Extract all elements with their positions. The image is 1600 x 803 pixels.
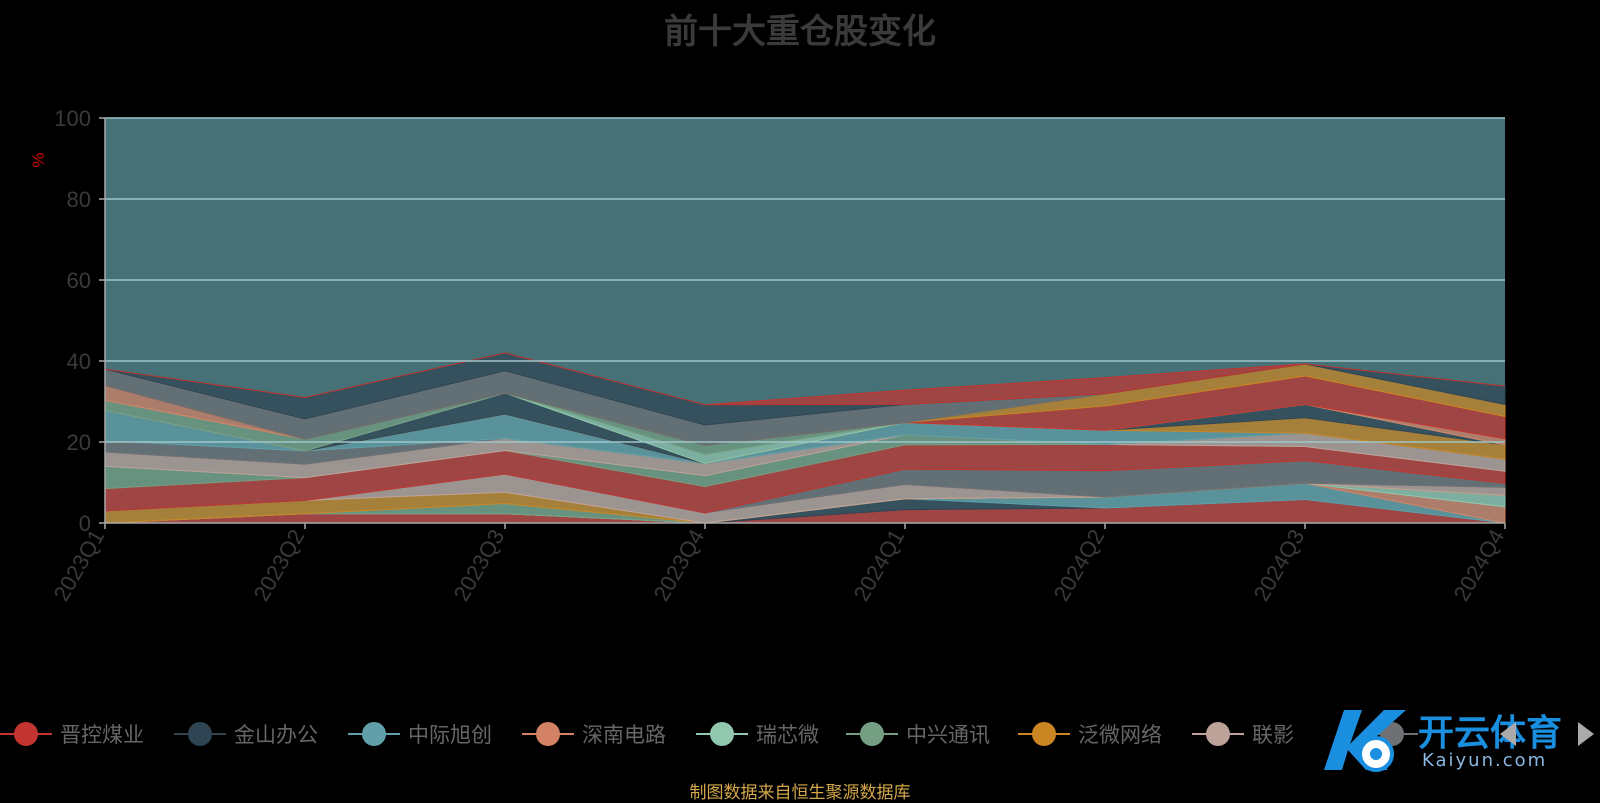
y-tick-label: 100 [54,106,91,131]
legend-label: 联影 [1252,723,1294,747]
x-tick-label: 2023Q4 [649,525,710,605]
legend-marker-icon [174,716,226,752]
y-tick-label: 20 [67,430,91,455]
y-tick-label: 40 [67,349,91,374]
kaiyun-logo-icon [1324,710,1406,772]
legend: 晋控煤业 金山办公 中际旭创 深南电路 瑞芯微 中兴通讯 泛微网络 联影 [0,716,1600,756]
legend-label: 晋控煤业 [60,723,144,747]
legend-label: 瑞芯微 [756,723,819,747]
legend-item[interactable]: 中际旭创 [348,716,492,752]
watermark: 开云体育 Kaiyun.com [1314,700,1600,780]
legend-item[interactable]: 中兴通讯 [846,716,990,752]
x-tick-label: 2023Q1 [49,525,110,605]
legend-label: 金山办公 [234,723,318,747]
area-series-26 [104,352,1506,406]
legend-label: 深南电路 [582,723,666,747]
y-axis-label: % [29,152,48,167]
legend-marker-icon [348,716,400,752]
legend-label: 中兴通讯 [906,723,990,747]
legend-item[interactable]: 深南电路 [522,716,666,752]
x-tick-label: 2024Q4 [1449,525,1510,605]
x-tick-label: 2023Q2 [249,525,310,605]
y-tick-label: 0 [79,511,91,536]
watermark-brand: 开云体育 [1418,713,1563,754]
legend-item[interactable]: 泛微网络 [1018,716,1162,752]
legend-label: 中际旭创 [408,723,492,747]
legend-marker-icon [846,716,898,752]
x-tick-label: 2024Q1 [849,525,910,605]
y-tick-label: 60 [67,268,91,293]
legend-marker-icon [1018,716,1070,752]
legend-label: 泛微网络 [1078,723,1162,747]
x-tick-label: 2024Q3 [1249,525,1310,605]
legend-marker-icon [0,716,52,752]
area-chart: 0 20 40 60 80 100 2023Q1 2023Q2 2023Q3 2023Q4 2024… [29,106,1510,605]
legend-marker-icon [1192,716,1244,752]
legend-prev-icon[interactable] [1500,722,1516,746]
legend-next-icon[interactable] [1578,722,1594,746]
x-tick-label: 2024Q2 [1049,525,1110,605]
watermark-sub: Kaiyun.com [1422,750,1548,771]
chart-title: 前十大重仓股变化 [664,12,936,52]
legend-marker-icon [522,716,574,752]
legend-item[interactable]: 瑞芯微 [696,716,819,752]
legend-item[interactable]: 金山办公 [174,716,318,752]
legend-marker-icon [696,716,748,752]
y-tick-label: 80 [67,187,91,212]
legend-item[interactable]: 晋控煤业 [0,716,144,752]
x-tick-label: 2023Q3 [449,525,510,605]
source-note: 制图数据来自恒生聚源数据库 [689,783,911,803]
legend-item[interactable]: 联影 [1192,716,1294,752]
